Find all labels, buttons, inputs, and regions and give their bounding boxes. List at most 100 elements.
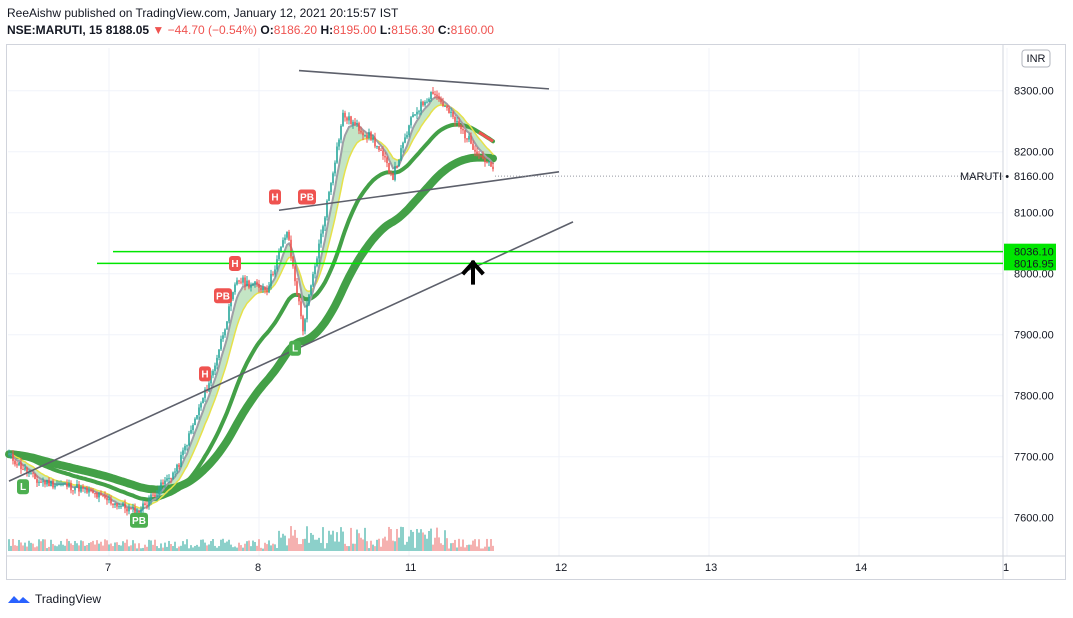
volume-bar (244, 543, 246, 551)
volume-bar (104, 539, 106, 551)
candle-body (212, 370, 214, 376)
candle-body (442, 102, 444, 107)
volume-bar (10, 545, 12, 551)
candle-body (138, 510, 140, 514)
volume-bar (152, 544, 154, 551)
signal-marker: H (229, 255, 241, 271)
candle-body (390, 172, 392, 174)
candle-body (124, 503, 126, 509)
symbol-label: MARUTI • (960, 171, 1009, 183)
candle-body (30, 472, 32, 474)
volume-bar (66, 538, 68, 551)
volume-bar (458, 538, 460, 551)
volume-bar (36, 546, 38, 551)
volume-bar (180, 545, 182, 551)
candle-body (492, 166, 494, 170)
candle-body (434, 93, 436, 95)
candle-body (194, 418, 196, 425)
price-chart[interactable]: 7600.00 7700.00 7800.00 7900.00 8000.00 8100.… (0, 0, 1073, 590)
volume-bar (362, 539, 364, 551)
volume-bar (376, 539, 378, 551)
volume-bar (440, 543, 442, 551)
candle-body (270, 273, 272, 287)
currency-label: INR (1027, 53, 1046, 65)
candle-body (314, 266, 316, 275)
candle-body (386, 157, 388, 164)
signal-marker: PB (130, 512, 148, 528)
volume-bar (132, 540, 134, 551)
volume-bar (160, 543, 162, 551)
candle-body (242, 277, 244, 283)
volume-bar (198, 546, 200, 551)
x-tick-label: 13 (705, 562, 717, 574)
candle-body (54, 485, 56, 488)
volume-bar (402, 527, 404, 551)
signal-marker-label: H (231, 259, 238, 270)
volume-bar (392, 540, 394, 551)
candle-body (102, 495, 104, 497)
volume-bar (134, 543, 136, 551)
candle-body (98, 493, 100, 498)
volume-bar (370, 540, 372, 551)
candle-body (306, 304, 308, 320)
price-axis: 7600.00 7700.00 7800.00 7900.00 8000.00 8100.… (1014, 86, 1054, 525)
volume-bar (460, 546, 462, 551)
volume-bar (314, 539, 316, 551)
candle-body (10, 453, 12, 455)
candle-body (462, 129, 464, 131)
volume-bar (232, 547, 234, 551)
y-tick-label: 8300.00 (1014, 86, 1054, 98)
volume-bar (136, 548, 138, 551)
candle-body (74, 487, 76, 491)
candle-body (394, 166, 396, 180)
volume-bar (430, 528, 432, 551)
symbol-line: NSE:MARUTI, 15 8188.05 ▼ −44.70 (−0.54%)… (7, 22, 494, 39)
volume-bar (406, 541, 408, 551)
candle-body (250, 285, 252, 288)
y-tick-label: 8000.00 (1014, 269, 1054, 281)
volume-bar (356, 529, 358, 551)
candle-body (460, 125, 462, 130)
candle-body (274, 269, 276, 275)
candle-body (152, 494, 154, 496)
price-label: 8160.00 (1014, 171, 1054, 183)
volume-bar (490, 539, 492, 551)
signal-marker-box (17, 479, 29, 495)
candle-body (404, 137, 406, 143)
volume-bar (334, 541, 336, 551)
volume-bar (120, 545, 122, 551)
volume-bar (46, 548, 48, 551)
volume-bar (300, 544, 302, 551)
volume-bar (108, 544, 110, 551)
candle-body (56, 484, 58, 486)
candle-body (218, 349, 220, 358)
candle-body (34, 473, 36, 480)
volume-bar (202, 539, 204, 551)
candle-body (316, 258, 318, 267)
candle-body (458, 121, 460, 126)
candle-body (134, 507, 136, 516)
candle-body (380, 149, 382, 151)
currency-badge-box (1021, 49, 1051, 68)
volume-bar (450, 543, 452, 551)
candle-body (208, 383, 210, 392)
candles (8, 87, 494, 520)
candle-body (168, 477, 170, 479)
volume-bar (94, 544, 96, 551)
signal-marker: H (199, 366, 211, 382)
volume-bar (278, 530, 280, 551)
volume-bar (470, 544, 472, 551)
footer-brand[interactable]: TradingView (35, 592, 102, 606)
candle-body (370, 132, 372, 141)
volume-bar (408, 536, 410, 551)
volume-bar (200, 539, 202, 551)
candle-body (96, 493, 98, 498)
chart-frame[interactable] (6, 44, 1066, 580)
candle-body (92, 490, 94, 494)
volume-bar (226, 541, 228, 551)
volume-bar (290, 526, 292, 551)
volume-bar (488, 546, 490, 551)
open-label: O: (260, 23, 274, 37)
volume-bar (170, 544, 172, 551)
volume-bar (126, 539, 128, 551)
